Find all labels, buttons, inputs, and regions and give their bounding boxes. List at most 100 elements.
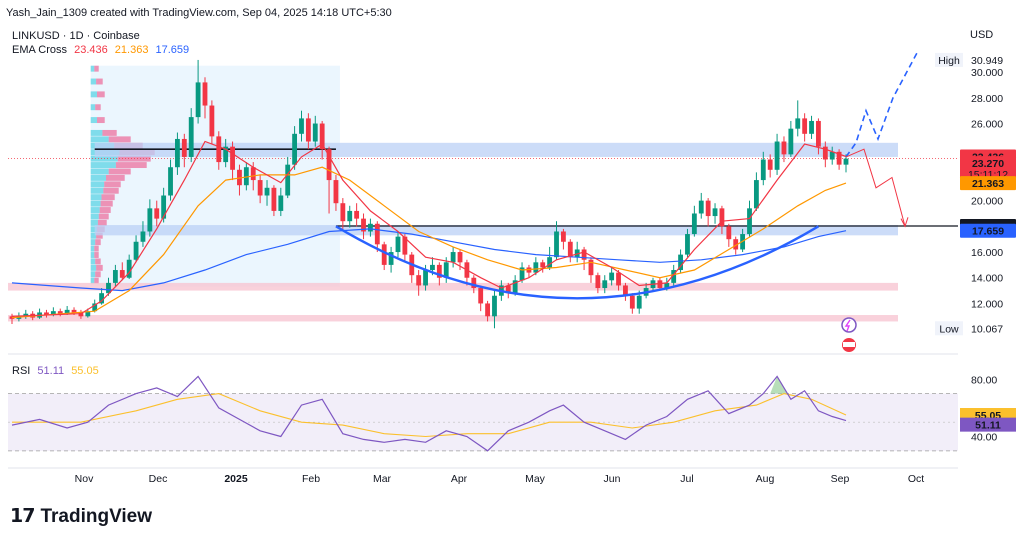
volume-profile-bar-up	[90, 91, 98, 98]
candle-body	[836, 151, 842, 165]
candle-body	[450, 252, 456, 263]
candle-body	[719, 208, 725, 227]
candle-body	[588, 259, 594, 276]
tradingview-brand[interactable]: 𝟭𝟳 TradingView	[10, 505, 152, 528]
candle-body	[767, 159, 773, 170]
candle-body	[133, 241, 139, 260]
brand-name: TradingView	[40, 506, 153, 527]
ema-legend[interactable]: EMA Cross 23.436 21.363 17.659	[12, 44, 193, 56]
price-axis-tick: 20.000	[971, 196, 1003, 208]
candle-body	[305, 118, 311, 142]
candle-body	[368, 223, 373, 232]
volume-profile-bar-up	[90, 168, 109, 175]
candle-body	[202, 82, 208, 106]
candle-body	[795, 118, 801, 129]
candle-body	[843, 158, 849, 165]
ema-fast-line	[11, 140, 847, 317]
candle-body	[168, 167, 173, 196]
event-lightning-icon	[841, 317, 857, 333]
candle-body	[471, 277, 477, 289]
volume-profile-bar-up	[90, 136, 109, 143]
volume-profile-bar-down	[94, 245, 99, 252]
candle-body	[691, 213, 697, 235]
candles	[9, 59, 849, 329]
candle-body	[492, 295, 497, 317]
candle-body	[705, 200, 711, 217]
volume-profile-bar-down	[102, 129, 117, 136]
candle-body	[423, 270, 428, 286]
volume-profile-bar-down	[108, 168, 131, 175]
candle-body	[822, 146, 828, 160]
volume-profile-bar-down	[98, 213, 109, 220]
candle-body	[698, 200, 704, 214]
ema-mid-line	[11, 166, 847, 319]
volume-profile-bar-down	[100, 200, 113, 207]
price-axis-tick: 12.000	[971, 298, 1003, 310]
candle-body	[374, 223, 380, 245]
candle-body	[726, 226, 732, 240]
candle-body	[416, 275, 422, 286]
rsi-badge	[960, 417, 1016, 432]
candle-body	[250, 167, 256, 181]
ema-slow-badge	[960, 223, 1016, 238]
candle-body	[657, 280, 663, 289]
last-price-badge-text: 23.270	[972, 158, 1004, 170]
candle-body	[333, 180, 339, 204]
rsi-legend-name: RSI	[12, 365, 31, 377]
volume-profile-bar-down	[94, 65, 99, 72]
candle-body	[119, 270, 125, 278]
time-axis-tick: Jul	[680, 473, 693, 485]
ema-legend-name: EMA Cross	[12, 44, 68, 56]
candle-body	[685, 234, 690, 255]
projection-down-path	[845, 148, 906, 227]
currency-label[interactable]: USD	[970, 29, 994, 41]
volume-profile-bar-down	[99, 207, 111, 213]
demand-zone	[8, 282, 898, 291]
candle-body	[188, 117, 194, 157]
low-label-name: Low	[939, 323, 959, 335]
volume-profile-bar-down	[106, 174, 125, 181]
candle-body	[299, 118, 304, 134]
volume-profile-area	[90, 65, 340, 287]
rsi-badge-text: 51.11	[975, 420, 1001, 432]
time-axis-tick: Aug	[756, 473, 775, 485]
candle-body	[733, 239, 739, 250]
candle-body	[760, 159, 766, 181]
symbol-title[interactable]: LINKUSD · 1D · Coinbase	[12, 30, 140, 42]
ema-mid-badge	[960, 176, 1016, 191]
projection-up-path	[845, 52, 918, 158]
price-axis-tick: 26.000	[971, 119, 1003, 131]
candle-body	[554, 231, 559, 258]
volume-profile-bar-down	[95, 239, 101, 246]
tradingview-logo-icon: 𝟭𝟳	[10, 506, 35, 527]
rsi-axis-tick: 80.00	[971, 374, 997, 386]
candle-body	[505, 285, 511, 294]
volume-profile-bar-up	[90, 245, 95, 252]
high-label-name: High	[938, 55, 960, 67]
volume-profile-bar-up	[90, 174, 107, 181]
candle-body	[581, 249, 587, 260]
candle-body	[271, 187, 277, 211]
volume-profile-bar-down	[95, 258, 101, 265]
time-axis-tick: Apr	[451, 473, 468, 485]
candle-body	[140, 231, 146, 242]
candle-body	[671, 270, 677, 283]
candle-body	[616, 272, 621, 286]
low-label-bg	[935, 321, 963, 336]
volume-profile-bar-down	[103, 187, 119, 194]
candle-body	[560, 231, 566, 242]
high-label-bg	[935, 52, 963, 67]
rsi-legend[interactable]: RSI 51.11 55.05	[12, 365, 103, 377]
candle-body	[781, 141, 787, 155]
volume-profile-bar-up	[90, 104, 96, 111]
rsi-legend-v1: 51.11	[37, 365, 65, 377]
candle-body	[547, 257, 553, 268]
candle-body	[112, 270, 118, 283]
candle-body	[712, 208, 718, 217]
volume-profile-bar-down	[97, 219, 107, 226]
candle-body	[443, 262, 449, 278]
time-axis-tick: May	[525, 473, 546, 485]
volume-profile-bar-down	[108, 136, 131, 143]
volume-profile-bar-up	[90, 78, 97, 85]
